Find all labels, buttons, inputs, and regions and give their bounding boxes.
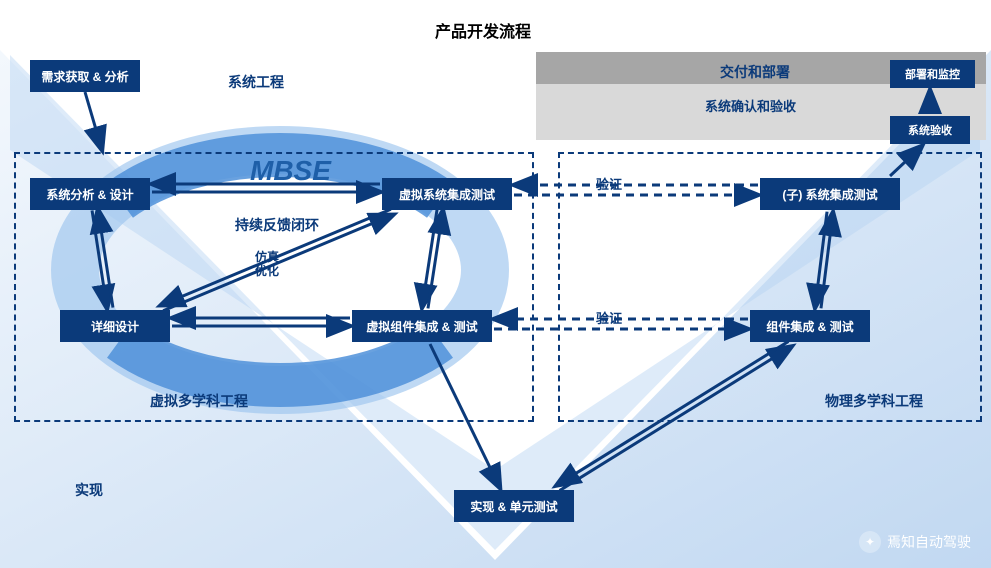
label-sys-eng: 系统工程 <box>228 72 284 92</box>
node-vcompint: 虚拟组件集成 & 测试 <box>352 310 492 342</box>
verify-label-2: 验证 <box>596 308 622 327</box>
node-subsysint-label: (子) 系统集成测试 <box>782 186 877 203</box>
watermark-text: 焉知自动驾驶 <box>887 532 971 552</box>
node-req-label: 需求获取 & 分析 <box>41 68 128 85</box>
node-compint-label: 组件集成 & 测试 <box>766 318 853 335</box>
node-sysdesign: 系统分析 & 设计 <box>30 178 150 210</box>
label-confirm: 系统确认和验收 <box>705 96 796 115</box>
verify-label-1: 验证 <box>596 174 622 193</box>
sim-label-2: 优化 <box>255 264 279 278</box>
node-detail: 详细设计 <box>60 310 170 342</box>
feedback-loop-label: 持续反馈闭环 <box>235 215 319 235</box>
node-req: 需求获取 & 分析 <box>30 60 140 92</box>
node-compint: 组件集成 & 测试 <box>750 310 870 342</box>
node-detail-label: 详细设计 <box>91 318 139 335</box>
node-sysaccept: 系统验收 <box>890 116 970 144</box>
label-physical-eng: 物理多学科工程 <box>825 391 923 411</box>
node-vsysint: 虚拟系统集成测试 <box>382 178 512 210</box>
watermark: ✦ 焉知自动驾驶 <box>859 531 971 553</box>
node-vsysint-label: 虚拟系统集成测试 <box>399 186 495 203</box>
node-vcompint-label: 虚拟组件集成 & 测试 <box>366 318 477 335</box>
node-subsysint: (子) 系统集成测试 <box>760 178 900 210</box>
sim-label: 仿真 优化 <box>255 250 279 279</box>
diagram-canvas: 产品开发流程 系统工程 虚拟多学科工程 物理多学科工程 实现 交付和部署 系统确… <box>0 0 991 568</box>
label-delivery: 交付和部署 <box>720 62 790 82</box>
node-impl-label: 实现 & 单元测试 <box>470 498 557 515</box>
node-sysaccept-label: 系统验收 <box>908 122 952 138</box>
label-virtual-eng: 虚拟多学科工程 <box>150 391 248 411</box>
node-sysdesign-label: 系统分析 & 设计 <box>46 186 133 203</box>
watermark-icon: ✦ <box>859 531 881 553</box>
node-deploy: 部署和监控 <box>890 60 975 88</box>
sim-label-1: 仿真 <box>255 250 279 264</box>
node-impl: 实现 & 单元测试 <box>454 490 574 522</box>
diagram-title: 产品开发流程 <box>435 18 531 42</box>
label-realize: 实现 <box>75 480 103 500</box>
mbse-label: MBSE <box>250 155 331 187</box>
node-deploy-label: 部署和监控 <box>905 66 960 82</box>
